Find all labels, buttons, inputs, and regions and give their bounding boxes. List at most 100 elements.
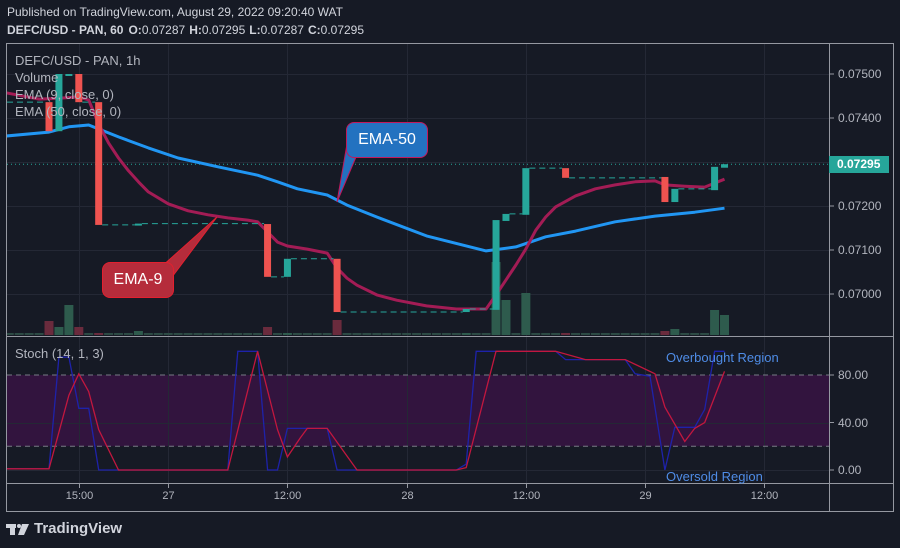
stoch-axis-label: 80.00 — [838, 368, 869, 382]
volume-bar — [640, 333, 650, 335]
volume-bar — [302, 333, 312, 335]
ema50-callout: EMA-50 — [346, 122, 428, 158]
gap-dashed-lines — [7, 101, 712, 313]
high-value: 0.07295 — [201, 23, 246, 37]
volume-bar — [153, 333, 163, 335]
candle-up — [502, 213, 510, 221]
stoch-k-line — [7, 350, 725, 471]
volume-bar — [670, 329, 680, 335]
volume-bar — [114, 333, 124, 335]
current-price-tag: 0.07295 — [829, 155, 889, 173]
candle-up — [671, 188, 679, 203]
time-axis-label: 12:00 — [750, 490, 779, 502]
volume-bar — [253, 333, 263, 335]
volume-bar — [511, 333, 521, 335]
volume-bar — [54, 327, 64, 335]
volume-bar — [203, 333, 213, 335]
volume-bar — [630, 333, 640, 335]
volume-bar — [431, 333, 441, 335]
volume-bar — [223, 333, 233, 335]
volume-bar — [7, 333, 14, 335]
volume-bar — [422, 333, 431, 335]
legend-volume: Volume — [15, 70, 59, 85]
volume-bar — [531, 333, 541, 335]
candle-down — [661, 176, 669, 203]
volume-bar — [700, 333, 710, 335]
time-axis-label: 12:00 — [512, 490, 541, 502]
candle-up — [492, 220, 500, 310]
volume-bar — [402, 333, 412, 335]
price-axis-label: 0.07100 — [838, 243, 882, 257]
axis-tick-marks — [79, 73, 834, 488]
volume-bar — [94, 333, 104, 335]
tradingview-logo-text[interactable]: TradingView — [34, 520, 123, 537]
volume-bar — [24, 333, 34, 335]
volume-bar — [451, 333, 461, 335]
open-value: 0.07287 — [141, 23, 186, 37]
volume-bar — [193, 333, 203, 335]
candle-down — [45, 102, 53, 132]
stoch-band — [7, 375, 829, 447]
volume-bar — [501, 300, 511, 335]
legend-ema9: EMA (9, close, 0) — [15, 87, 114, 102]
volume-bar — [580, 333, 590, 335]
candle-up — [55, 74, 63, 132]
volume-bar — [610, 333, 620, 335]
time-axis-label: 12:00 — [273, 490, 302, 502]
volume-bar — [720, 315, 730, 335]
volume-bar — [14, 333, 24, 335]
volume-bar — [312, 333, 322, 335]
volume-bar — [163, 333, 173, 335]
price-axis-label: 0.07400 — [838, 111, 882, 125]
high-label: H: — [189, 23, 202, 37]
low-value: 0.07287 — [260, 23, 304, 37]
price-axis-label: 0.07200 — [838, 199, 882, 213]
stoch-axis-label: 40.00 — [838, 415, 869, 430]
time-axis-label: 15:00 — [65, 490, 94, 502]
volume-bar — [74, 327, 84, 335]
candle-up — [283, 258, 291, 277]
volume-bar — [84, 333, 94, 335]
gridlines — [7, 44, 829, 483]
volume-bar — [173, 333, 183, 335]
close-value: 0.07295 — [320, 23, 365, 37]
volume-bar — [34, 333, 44, 335]
candle-down — [264, 224, 272, 277]
stoch-lines — [7, 350, 726, 471]
close-label: C: — [307, 23, 321, 37]
volume-bar — [292, 333, 302, 335]
stoch-band-fill — [7, 375, 829, 447]
volume-bar — [660, 331, 670, 335]
volume-bar — [44, 321, 54, 335]
volume-bar — [551, 333, 561, 335]
time-axis-label: 29 — [639, 490, 652, 502]
low-label: L: — [249, 23, 261, 37]
volume-bar — [471, 333, 481, 335]
price-axis-label: 0.07500 — [838, 67, 882, 81]
volume-bar — [322, 333, 332, 335]
candles — [45, 74, 729, 313]
volume-bar — [263, 327, 273, 335]
candle-up — [721, 164, 729, 168]
volume-bar — [243, 333, 253, 335]
time-axis-label: 27 — [162, 490, 175, 502]
tradingview-logo-icon[interactable] — [0, 516, 140, 542]
volume-bar — [710, 310, 720, 335]
symbol-interval: DEFC/USD - PAN, 60 — [7, 23, 124, 37]
stoch-d-line — [7, 350, 726, 471]
volume-bar — [382, 333, 392, 335]
candle-up — [65, 74, 73, 76]
candle-up — [711, 166, 719, 191]
volume-bar — [362, 333, 372, 335]
outer-border — [6, 43, 894, 512]
volume-bar — [213, 333, 223, 335]
volume-bar — [600, 333, 610, 335]
volume-bar — [104, 333, 114, 335]
volume-bar — [561, 333, 571, 335]
volume-bar — [650, 333, 660, 335]
chart-frame — [6, 43, 894, 512]
volume-bar — [133, 331, 143, 335]
volume-bar — [412, 333, 422, 335]
oversold-region-label: Oversold Region — [666, 469, 763, 484]
